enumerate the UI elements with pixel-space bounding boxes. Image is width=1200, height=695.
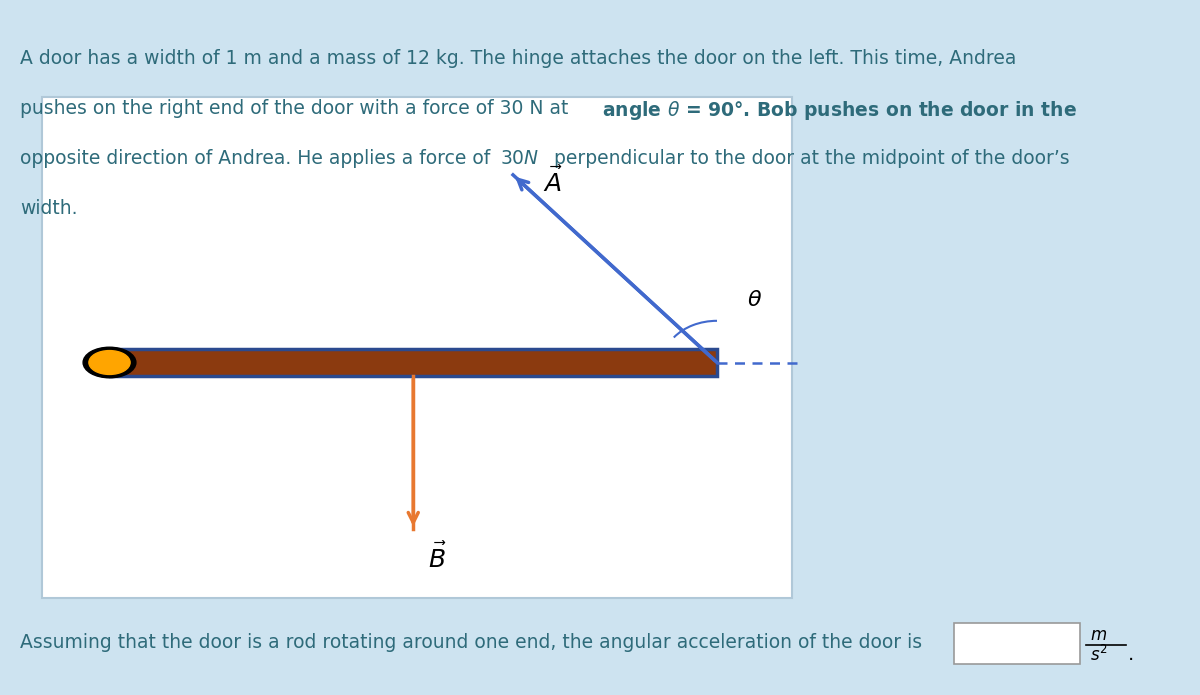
Text: $m$: $m$ (1090, 626, 1106, 644)
Text: $s^2$: $s^2$ (1090, 645, 1108, 665)
FancyBboxPatch shape (954, 623, 1080, 664)
Text: $30N$: $30N$ (500, 149, 540, 167)
Circle shape (83, 348, 136, 378)
Text: Assuming that the door is a rod rotating around one end, the angular acceleratio: Assuming that the door is a rod rotating… (20, 633, 923, 653)
Text: A door has a width of 1 m and a mass of 12 kg. The hinge attaches the door on th: A door has a width of 1 m and a mass of … (20, 49, 1016, 67)
Text: $\theta$: $\theta$ (748, 289, 762, 311)
Text: pushes on the right end of the door with a force of 30 N at: pushes on the right end of the door with… (20, 99, 575, 117)
Circle shape (89, 350, 130, 375)
FancyBboxPatch shape (42, 97, 792, 598)
Text: $\vec{A}$: $\vec{A}$ (542, 167, 563, 197)
Text: .: . (1128, 646, 1134, 664)
Text: $\vec{B}$: $\vec{B}$ (427, 543, 446, 573)
Bar (109, 349, 718, 376)
Text: angle $\theta$ = 90°. Bob pushes on the door in the: angle $\theta$ = 90°. Bob pushes on the … (602, 99, 1078, 122)
Text: width.: width. (20, 199, 78, 218)
Text: perpendicular to the door at the midpoint of the door’s: perpendicular to the door at the midpoin… (548, 149, 1070, 167)
Text: opposite direction of Andrea. He applies a force of: opposite direction of Andrea. He applies… (20, 149, 497, 167)
